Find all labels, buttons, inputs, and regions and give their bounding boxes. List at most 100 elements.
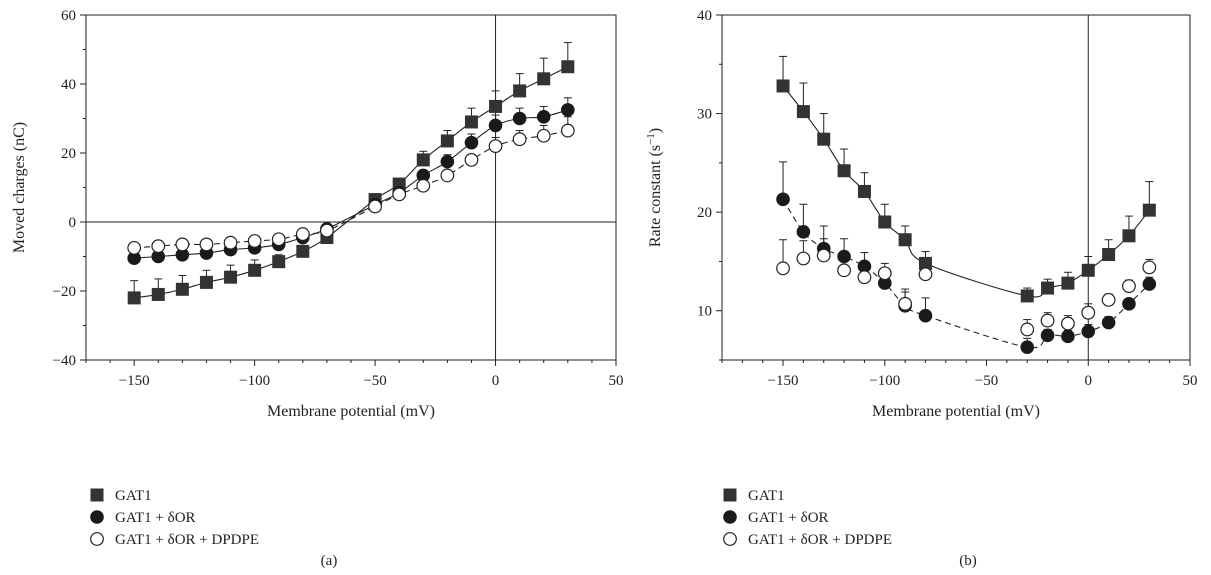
legend-label: GAT1: [115, 488, 152, 504]
data-point-series-0: [296, 244, 310, 258]
data-point-series-0: [1041, 281, 1055, 295]
data-point-series-0: [416, 153, 430, 167]
x-tick-label: −150: [768, 373, 799, 389]
data-point-series-2: [151, 239, 166, 254]
x-axis-label: Membrane potential (mV): [267, 403, 435, 420]
data-point-series-0: [513, 84, 527, 98]
data-point-series-1: [536, 109, 551, 124]
data-point-series-2: [488, 139, 503, 154]
data-point-series-2: [247, 234, 262, 248]
data-point-series-2: [857, 270, 872, 285]
data-point-series-0: [561, 60, 575, 74]
legend-marker: [723, 532, 737, 546]
legend-label: GAT1 + δOR + DPDPE: [748, 532, 892, 548]
data-point-series-0: [857, 184, 871, 198]
data-point-series-0: [127, 291, 141, 305]
plot-frame: [85, 14, 617, 361]
data-point-series-1: [512, 111, 527, 126]
legend-marker: [90, 532, 104, 546]
data-point-series-2: [1040, 313, 1055, 328]
data-point-series-1: [464, 135, 479, 150]
data-point-series-0: [1081, 263, 1095, 277]
y-tick-label: 20: [697, 205, 712, 221]
data-point-series-0: [1020, 289, 1034, 303]
fit-curve-series-0: [134, 66, 569, 299]
data-point-series-1: [1081, 324, 1096, 339]
data-point-series-1: [175, 247, 190, 262]
data-point-series-1: [440, 154, 455, 169]
data-point-series-0: [817, 132, 831, 146]
data-point-series-2: [464, 152, 479, 167]
data-point-series-1: [1040, 328, 1055, 343]
data-point-series-0: [440, 134, 454, 148]
data-point-series-0: [837, 164, 851, 178]
data-point-series-2: [271, 232, 286, 247]
x-tick-label: 0: [492, 373, 500, 389]
data-point-series-0: [199, 275, 213, 289]
data-point-series-0: [1102, 248, 1116, 262]
data-point-series-1: [127, 251, 141, 266]
data-point-series-2: [1101, 292, 1116, 307]
data-point-series-2: [1020, 322, 1035, 337]
y-axis-label-end: ): [647, 128, 664, 133]
y-tick-label: 40: [61, 77, 76, 93]
data-point-series-0: [1061, 276, 1075, 290]
y-tick-label: 20: [61, 146, 76, 162]
data-point-series-2: [295, 227, 310, 241]
data-point-series-1: [1020, 340, 1035, 354]
data-point-series-0: [464, 115, 478, 129]
y-axis-label: Moved charges (nC): [11, 122, 28, 253]
data-point-series-0: [796, 105, 810, 119]
data-point-series-2: [175, 237, 190, 252]
x-tick-label: −50: [975, 373, 998, 389]
y-tick-label: 0: [69, 215, 77, 231]
panel-a-chart: −150 −100 −50 0 50 −40 −20 0 20 40 60 Membrane pote…: [11, 8, 624, 569]
x-tick-label: −50: [363, 373, 386, 389]
data-point-series-2: [512, 132, 527, 147]
data-point-series-0: [537, 72, 551, 86]
data-point-series-0: [1142, 203, 1156, 217]
legend-marker: [90, 510, 104, 524]
data-point-series-2: [127, 240, 142, 255]
fit-curve-series-1: [134, 109, 568, 259]
legend-marker: [723, 510, 737, 524]
legend-label: GAT1 + δOR + DPDPE: [115, 532, 259, 548]
x-tick-label: 0: [1085, 373, 1093, 389]
data-point-series-2: [320, 223, 334, 238]
y-tick-label: −20: [53, 284, 76, 300]
y-axis-label: Rate constant (s−1): [645, 128, 664, 247]
data-point-series-0: [272, 255, 286, 269]
panel-label: (b): [959, 553, 977, 569]
legend-label: GAT1 + δOR: [748, 510, 829, 526]
x-tick-label: −150: [119, 373, 150, 389]
data-point-series-2: [816, 248, 831, 263]
data-point-series-2: [877, 266, 892, 281]
data-point-series-2: [223, 235, 238, 250]
data-point-series-1: [1061, 329, 1075, 344]
data-point-series-2: [440, 168, 455, 183]
x-tick-label: 50: [609, 373, 624, 389]
data-point-series-2: [199, 237, 214, 252]
data-point-series-1: [416, 168, 431, 183]
y-tick-label: 30: [697, 107, 712, 123]
x-tick-label: −100: [239, 373, 270, 389]
data-point-series-0: [224, 270, 238, 284]
data-point-series-2: [1081, 305, 1096, 320]
data-point-series-1: [1122, 297, 1136, 311]
y-tick-label: −40: [53, 353, 76, 369]
data-point-series-0: [151, 287, 165, 301]
legend-label: GAT1 + δOR: [115, 510, 196, 526]
x-tick-label: 50: [1183, 373, 1198, 389]
data-point-series-1: [488, 118, 503, 133]
x-tick-label: −100: [869, 373, 900, 389]
data-point-series-0: [918, 256, 932, 270]
data-point-series-0: [248, 263, 262, 277]
data-point-series-1: [796, 225, 811, 239]
y-axis-label-main: Rate constant (s: [647, 145, 664, 247]
y-tick-label: 40: [697, 8, 712, 24]
y-axis-label-main: Moved charges (nC): [11, 122, 28, 253]
data-point-series-1: [1101, 315, 1116, 330]
data-point-series-2: [837, 263, 851, 278]
data-point-series-2: [776, 261, 790, 276]
